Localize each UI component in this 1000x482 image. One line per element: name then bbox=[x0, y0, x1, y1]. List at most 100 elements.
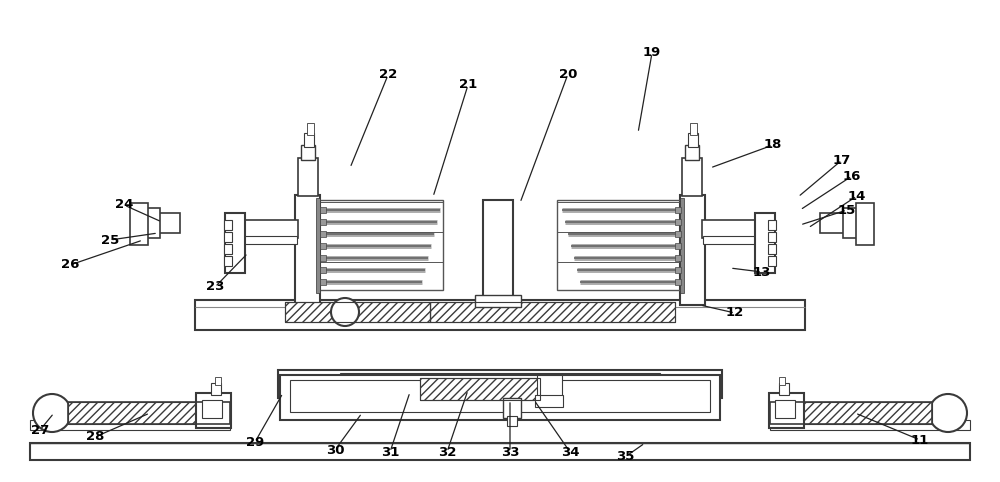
Bar bbox=[768, 220, 776, 230]
Text: 30: 30 bbox=[326, 443, 344, 456]
Bar bbox=[224, 256, 232, 266]
Bar bbox=[30, 443, 970, 460]
Text: 31: 31 bbox=[381, 445, 399, 458]
Text: 13: 13 bbox=[753, 266, 771, 279]
Text: 27: 27 bbox=[31, 424, 49, 437]
Bar bbox=[307, 123, 314, 135]
Bar bbox=[301, 145, 315, 160]
Bar bbox=[475, 295, 521, 307]
Bar bbox=[241, 236, 297, 244]
Text: 14: 14 bbox=[848, 189, 866, 202]
Bar bbox=[537, 375, 562, 403]
Bar bbox=[680, 195, 705, 305]
Bar bbox=[320, 207, 326, 213]
Text: 16: 16 bbox=[843, 170, 861, 183]
Bar bbox=[702, 220, 760, 238]
Text: 26: 26 bbox=[61, 258, 79, 271]
Bar bbox=[703, 236, 759, 244]
Bar bbox=[195, 300, 805, 330]
Bar bbox=[320, 255, 326, 261]
Bar bbox=[675, 279, 681, 285]
Bar bbox=[675, 267, 681, 273]
Bar bbox=[30, 420, 230, 430]
Bar bbox=[68, 402, 230, 424]
Bar bbox=[430, 302, 675, 322]
Bar bbox=[330, 305, 348, 319]
Bar bbox=[280, 375, 720, 420]
Text: 19: 19 bbox=[643, 46, 661, 59]
Bar bbox=[779, 383, 789, 395]
Circle shape bbox=[331, 298, 359, 326]
Bar bbox=[770, 402, 932, 424]
Bar bbox=[779, 377, 785, 385]
Bar bbox=[320, 279, 326, 285]
Bar bbox=[430, 302, 675, 322]
Bar bbox=[770, 402, 932, 424]
Bar bbox=[320, 243, 326, 249]
Bar bbox=[768, 232, 776, 242]
Bar bbox=[856, 203, 874, 245]
Bar bbox=[768, 256, 776, 266]
Bar bbox=[211, 383, 221, 395]
Bar bbox=[290, 380, 710, 412]
Bar bbox=[130, 203, 148, 245]
Bar bbox=[295, 195, 320, 305]
Text: 20: 20 bbox=[559, 67, 577, 80]
Bar bbox=[775, 400, 795, 418]
Bar bbox=[420, 378, 540, 400]
Bar bbox=[675, 243, 681, 249]
Bar bbox=[320, 267, 326, 273]
Bar bbox=[675, 231, 681, 237]
Text: 15: 15 bbox=[838, 203, 856, 216]
Text: 29: 29 bbox=[246, 436, 264, 448]
Bar bbox=[225, 213, 245, 273]
Text: 34: 34 bbox=[561, 445, 579, 458]
Bar bbox=[320, 219, 326, 225]
Text: 35: 35 bbox=[616, 451, 634, 464]
Bar bbox=[224, 244, 232, 254]
Bar bbox=[68, 402, 230, 424]
Bar bbox=[690, 123, 697, 135]
Text: 12: 12 bbox=[726, 307, 744, 320]
Bar bbox=[483, 200, 513, 305]
Text: 33: 33 bbox=[501, 445, 519, 458]
Bar bbox=[224, 232, 232, 242]
Bar bbox=[196, 393, 231, 428]
Text: 28: 28 bbox=[86, 430, 104, 443]
Bar bbox=[285, 302, 430, 322]
Text: 32: 32 bbox=[438, 445, 456, 458]
Circle shape bbox=[33, 394, 71, 432]
Bar bbox=[535, 395, 563, 407]
Bar bbox=[507, 416, 517, 426]
Bar bbox=[304, 133, 314, 147]
Text: 22: 22 bbox=[379, 68, 397, 81]
Bar bbox=[155, 213, 180, 233]
Bar bbox=[316, 198, 320, 293]
Text: 25: 25 bbox=[101, 233, 119, 246]
Bar bbox=[682, 158, 702, 196]
Text: 11: 11 bbox=[911, 433, 929, 446]
Bar bbox=[688, 133, 698, 147]
Bar bbox=[320, 231, 326, 237]
Bar bbox=[768, 244, 776, 254]
Bar bbox=[318, 200, 443, 290]
Bar bbox=[202, 400, 222, 418]
Bar bbox=[675, 219, 681, 225]
Text: 24: 24 bbox=[115, 199, 133, 212]
Text: 23: 23 bbox=[206, 281, 224, 294]
Bar bbox=[675, 255, 681, 261]
Bar bbox=[675, 207, 681, 213]
Bar bbox=[680, 198, 684, 293]
Bar bbox=[685, 145, 699, 160]
Bar bbox=[755, 213, 775, 273]
Bar bbox=[278, 370, 722, 398]
Text: 21: 21 bbox=[459, 79, 477, 92]
Bar bbox=[285, 302, 430, 322]
Text: 18: 18 bbox=[764, 138, 782, 151]
Bar bbox=[770, 420, 970, 430]
Bar bbox=[215, 377, 221, 385]
Circle shape bbox=[929, 394, 967, 432]
Bar bbox=[420, 378, 540, 400]
Bar bbox=[240, 220, 298, 238]
Bar bbox=[224, 220, 232, 230]
